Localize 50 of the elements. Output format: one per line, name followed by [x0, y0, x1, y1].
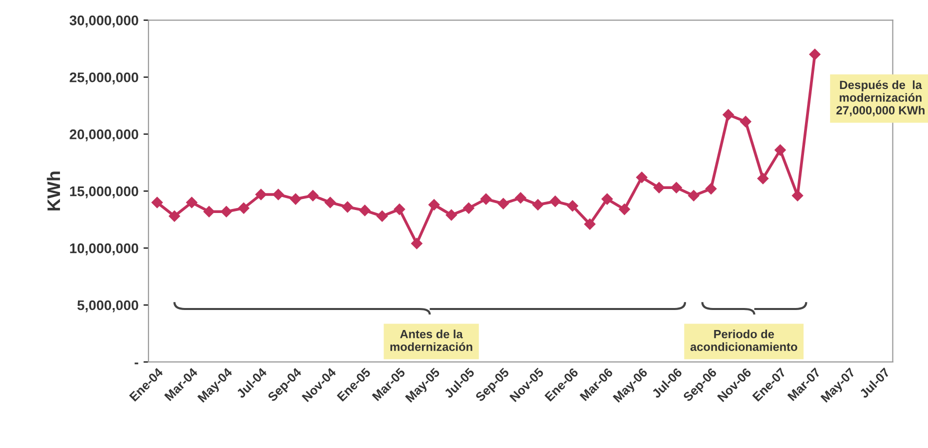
- point: [757, 172, 769, 184]
- point: [566, 200, 578, 212]
- point: [446, 209, 457, 221]
- point: [307, 190, 319, 202]
- point: [272, 188, 284, 200]
- y-tick-label: 25,000,000: [70, 72, 138, 84]
- point: [532, 199, 544, 210]
- y-tick-label: 5,000,000: [77, 300, 138, 312]
- point: [722, 109, 734, 120]
- point: [740, 116, 752, 128]
- point: [498, 198, 509, 210]
- point: [376, 210, 388, 222]
- point: [550, 196, 561, 207]
- point: [203, 206, 215, 218]
- point: [428, 199, 440, 210]
- point: [220, 206, 232, 218]
- y-axis-title: KWh: [46, 172, 60, 210]
- point: [705, 183, 717, 194]
- y-tick-label: 30,000,000: [70, 15, 138, 28]
- point: [618, 204, 630, 215]
- point: [480, 193, 492, 205]
- point: [186, 196, 198, 208]
- point: [290, 193, 302, 205]
- point: [653, 182, 665, 194]
- point: [359, 204, 370, 216]
- y-tick-label: 10,000,000: [70, 243, 138, 256]
- point: [238, 202, 250, 214]
- annotation: Después de la modernización 27,000,000 KWh: [836, 80, 924, 116]
- point: [394, 204, 406, 215]
- annotation: Antes de la modernización: [390, 330, 472, 351]
- y-tick-label: 15,000,000: [70, 186, 138, 198]
- point: [324, 196, 336, 208]
- point: [636, 172, 648, 184]
- point: [515, 192, 526, 204]
- y-tick-label: -: [134, 362, 138, 364]
- point: [792, 190, 804, 202]
- y-tick-label: 20,000,000: [70, 129, 138, 142]
- point: [774, 144, 786, 156]
- annotation: Periodo de acondicionamiento: [690, 330, 798, 351]
- point: [152, 196, 163, 208]
- point: [168, 210, 180, 222]
- point: [670, 182, 682, 194]
- point: [809, 48, 820, 60]
- point: [584, 218, 596, 230]
- point: [463, 202, 474, 214]
- point: [688, 190, 700, 202]
- point: [342, 201, 354, 213]
- point: [255, 188, 267, 200]
- point: [602, 193, 613, 205]
- point: [411, 238, 422, 250]
